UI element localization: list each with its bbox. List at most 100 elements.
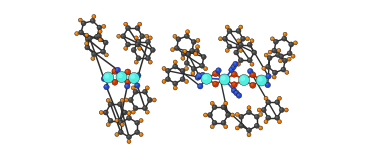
Circle shape [214, 82, 216, 85]
Circle shape [136, 56, 141, 61]
Circle shape [239, 114, 244, 119]
Circle shape [270, 37, 274, 41]
Circle shape [123, 111, 125, 113]
Circle shape [119, 131, 121, 133]
Circle shape [129, 98, 131, 100]
Circle shape [276, 116, 278, 118]
Circle shape [282, 58, 287, 63]
Circle shape [136, 26, 138, 28]
Circle shape [75, 32, 79, 36]
Circle shape [102, 77, 105, 79]
Circle shape [145, 110, 149, 114]
Circle shape [125, 99, 127, 100]
Circle shape [232, 89, 235, 91]
Circle shape [105, 85, 107, 88]
Circle shape [135, 36, 137, 38]
Circle shape [235, 126, 239, 130]
Circle shape [132, 111, 134, 112]
Circle shape [101, 50, 104, 52]
Circle shape [283, 37, 285, 39]
Circle shape [185, 61, 187, 64]
Circle shape [222, 121, 224, 123]
Circle shape [234, 51, 237, 53]
Circle shape [236, 44, 241, 49]
Circle shape [196, 45, 198, 47]
Circle shape [176, 37, 181, 42]
Circle shape [131, 86, 135, 90]
Circle shape [231, 88, 237, 93]
Circle shape [100, 111, 102, 113]
Circle shape [92, 52, 94, 55]
Circle shape [219, 74, 230, 85]
Circle shape [194, 52, 196, 54]
Circle shape [237, 39, 239, 41]
Circle shape [212, 105, 217, 110]
Circle shape [143, 90, 146, 92]
Circle shape [216, 68, 221, 73]
Circle shape [115, 119, 117, 121]
Circle shape [138, 22, 142, 26]
Circle shape [225, 102, 226, 104]
Circle shape [294, 41, 296, 43]
Circle shape [247, 133, 251, 137]
Circle shape [116, 72, 127, 83]
Circle shape [125, 80, 129, 83]
Circle shape [104, 74, 109, 79]
Circle shape [137, 56, 139, 59]
Circle shape [182, 52, 184, 54]
Circle shape [79, 31, 82, 33]
Circle shape [269, 51, 271, 52]
Circle shape [225, 125, 226, 127]
Circle shape [231, 113, 234, 117]
Circle shape [99, 39, 101, 40]
Circle shape [93, 15, 94, 17]
Circle shape [135, 42, 140, 47]
Circle shape [97, 25, 102, 30]
Circle shape [173, 60, 177, 64]
Circle shape [235, 112, 239, 116]
Circle shape [134, 36, 138, 40]
Circle shape [236, 28, 241, 33]
Circle shape [268, 56, 270, 58]
Circle shape [236, 113, 238, 115]
Circle shape [278, 97, 280, 99]
Circle shape [117, 35, 119, 37]
Circle shape [104, 111, 106, 113]
Circle shape [118, 118, 122, 123]
Circle shape [247, 106, 251, 110]
Circle shape [122, 110, 127, 115]
Circle shape [228, 45, 230, 47]
Circle shape [282, 68, 284, 70]
Circle shape [112, 79, 118, 85]
Circle shape [258, 77, 263, 82]
Circle shape [91, 19, 93, 21]
Circle shape [135, 83, 140, 88]
Circle shape [266, 115, 271, 120]
Circle shape [166, 77, 170, 82]
Circle shape [82, 22, 84, 24]
Circle shape [266, 65, 268, 67]
Circle shape [174, 46, 179, 51]
Circle shape [223, 37, 226, 39]
Circle shape [265, 97, 266, 99]
Circle shape [272, 75, 276, 79]
Circle shape [133, 89, 138, 94]
Circle shape [127, 135, 132, 140]
Circle shape [231, 114, 233, 115]
Circle shape [115, 133, 117, 135]
Circle shape [132, 86, 134, 88]
Circle shape [192, 72, 193, 74]
Circle shape [174, 87, 176, 88]
Circle shape [184, 61, 189, 66]
Circle shape [163, 67, 164, 69]
Circle shape [276, 52, 280, 57]
Circle shape [128, 111, 130, 113]
Circle shape [128, 97, 133, 103]
Circle shape [290, 43, 292, 45]
Circle shape [162, 67, 166, 71]
Circle shape [232, 65, 234, 68]
Circle shape [79, 30, 84, 35]
Circle shape [85, 37, 90, 42]
Circle shape [75, 32, 77, 34]
Circle shape [145, 86, 149, 90]
